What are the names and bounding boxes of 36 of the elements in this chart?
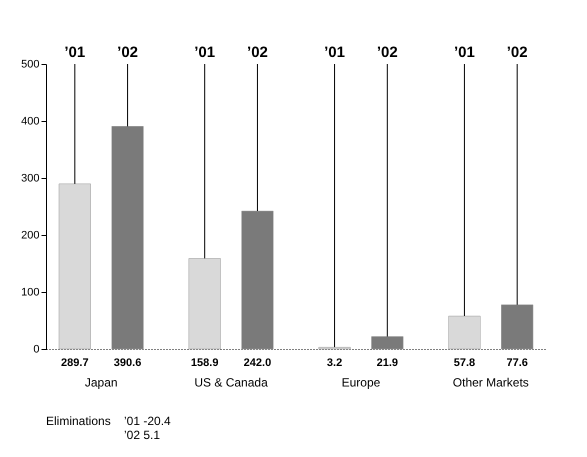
data-label: 21.9	[376, 357, 398, 369]
text: ’02	[117, 44, 138, 61]
bar	[241, 210, 274, 350]
bar	[448, 316, 481, 350]
data-label: 3.2	[326, 357, 342, 369]
data-label: 158.9	[190, 357, 218, 369]
data-label: 289.7	[61, 357, 89, 369]
y-tick-label: 500	[21, 58, 40, 70]
x-tick-label: Other Markets	[452, 376, 529, 390]
text: ’01	[324, 44, 345, 61]
y-tick-label: 300	[21, 172, 40, 184]
y-tick-label: 200	[21, 230, 40, 242]
bar	[111, 126, 144, 350]
y-tick-label: 0	[33, 344, 40, 356]
text: ’01	[194, 44, 216, 61]
x-tick-label: US & Canada	[194, 376, 268, 390]
text: Eliminations	[46, 414, 111, 428]
data-label: 77.6	[506, 357, 528, 369]
data-label: 242.0	[244, 357, 272, 369]
text: ’01 -20.4	[124, 414, 172, 428]
text: ’01	[64, 44, 86, 61]
bar	[371, 336, 404, 350]
bar	[188, 258, 221, 350]
bar	[58, 184, 91, 350]
data-label: 57.8	[454, 357, 476, 369]
text: ’02	[376, 44, 398, 61]
x-tick-label: Europe	[342, 376, 381, 390]
text: ’02 5.1	[124, 428, 160, 442]
text: ’01	[454, 44, 475, 61]
y-tick-label: 100	[21, 286, 40, 298]
y-tick-label: 400	[21, 116, 40, 128]
bar	[501, 304, 534, 350]
x-tick-label: Japan	[84, 376, 118, 390]
text: ’02	[247, 44, 268, 61]
text: ’02	[506, 44, 528, 61]
data-label: 390.6	[114, 357, 142, 369]
